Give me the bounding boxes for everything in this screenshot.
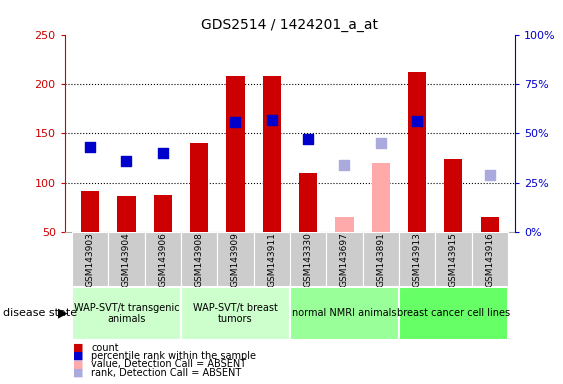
Bar (290, 232, 327, 286)
Point (267, 116, 276, 122)
Text: GSM143906: GSM143906 (158, 232, 167, 286)
Text: breast cancer cell lines: breast cancer cell lines (397, 308, 510, 318)
Bar (226, 76, 244, 232)
Bar (81, 191, 99, 232)
Bar (72, 232, 108, 286)
Text: GSM143908: GSM143908 (195, 232, 204, 286)
Point (122, 158, 131, 164)
Text: GSM143891: GSM143891 (376, 232, 385, 286)
Text: GSM143915: GSM143915 (449, 232, 458, 286)
Bar (145, 232, 181, 286)
Bar (263, 76, 281, 232)
Text: ■: ■ (73, 359, 84, 369)
Text: rank, Detection Call = ABSENT: rank, Detection Call = ABSENT (91, 368, 242, 378)
Text: disease state: disease state (3, 308, 77, 318)
Bar (108, 232, 145, 286)
Text: WAP-SVT/t transgenic
animals: WAP-SVT/t transgenic animals (74, 303, 179, 324)
Text: GSM143909: GSM143909 (231, 232, 240, 286)
Text: ■: ■ (73, 368, 84, 378)
Text: normal NMRI animals: normal NMRI animals (292, 308, 397, 318)
Bar (399, 232, 435, 286)
Bar (481, 217, 499, 232)
Bar (444, 159, 462, 232)
Bar (336, 217, 354, 232)
Point (303, 136, 312, 142)
Bar (399, 287, 508, 340)
Point (413, 118, 422, 124)
Text: GSM143697: GSM143697 (340, 232, 349, 286)
Text: count: count (91, 343, 119, 353)
Bar (217, 232, 253, 286)
Bar (363, 232, 399, 286)
Bar (118, 196, 136, 232)
Bar (72, 287, 181, 340)
Title: GDS2514 / 1424201_a_at: GDS2514 / 1424201_a_at (202, 18, 378, 32)
Text: GSM143903: GSM143903 (86, 232, 95, 286)
Text: ■: ■ (73, 351, 84, 361)
Point (340, 162, 349, 168)
Point (485, 172, 494, 178)
Text: GSM143330: GSM143330 (303, 232, 312, 286)
Point (231, 119, 240, 125)
Text: GSM143916: GSM143916 (485, 232, 494, 286)
Bar (253, 232, 290, 286)
Point (86, 144, 95, 151)
Bar (181, 232, 217, 286)
Bar (181, 287, 290, 340)
Text: ■: ■ (73, 343, 84, 353)
Bar (290, 287, 399, 340)
Bar (435, 232, 472, 286)
Text: value, Detection Call = ABSENT: value, Detection Call = ABSENT (91, 359, 247, 369)
Bar (472, 232, 508, 286)
Bar (408, 72, 426, 232)
Text: WAP-SVT/t breast
tumors: WAP-SVT/t breast tumors (193, 303, 278, 324)
Text: GSM143904: GSM143904 (122, 232, 131, 286)
Bar (154, 195, 172, 232)
Bar (327, 232, 363, 286)
Bar (190, 143, 208, 232)
Bar (299, 173, 317, 232)
Text: ▶: ▶ (58, 307, 68, 320)
Text: GSM143913: GSM143913 (413, 232, 422, 286)
Point (158, 150, 167, 156)
Text: GSM143911: GSM143911 (267, 232, 276, 286)
Text: percentile rank within the sample: percentile rank within the sample (91, 351, 256, 361)
Point (376, 140, 385, 146)
Bar (372, 163, 390, 232)
